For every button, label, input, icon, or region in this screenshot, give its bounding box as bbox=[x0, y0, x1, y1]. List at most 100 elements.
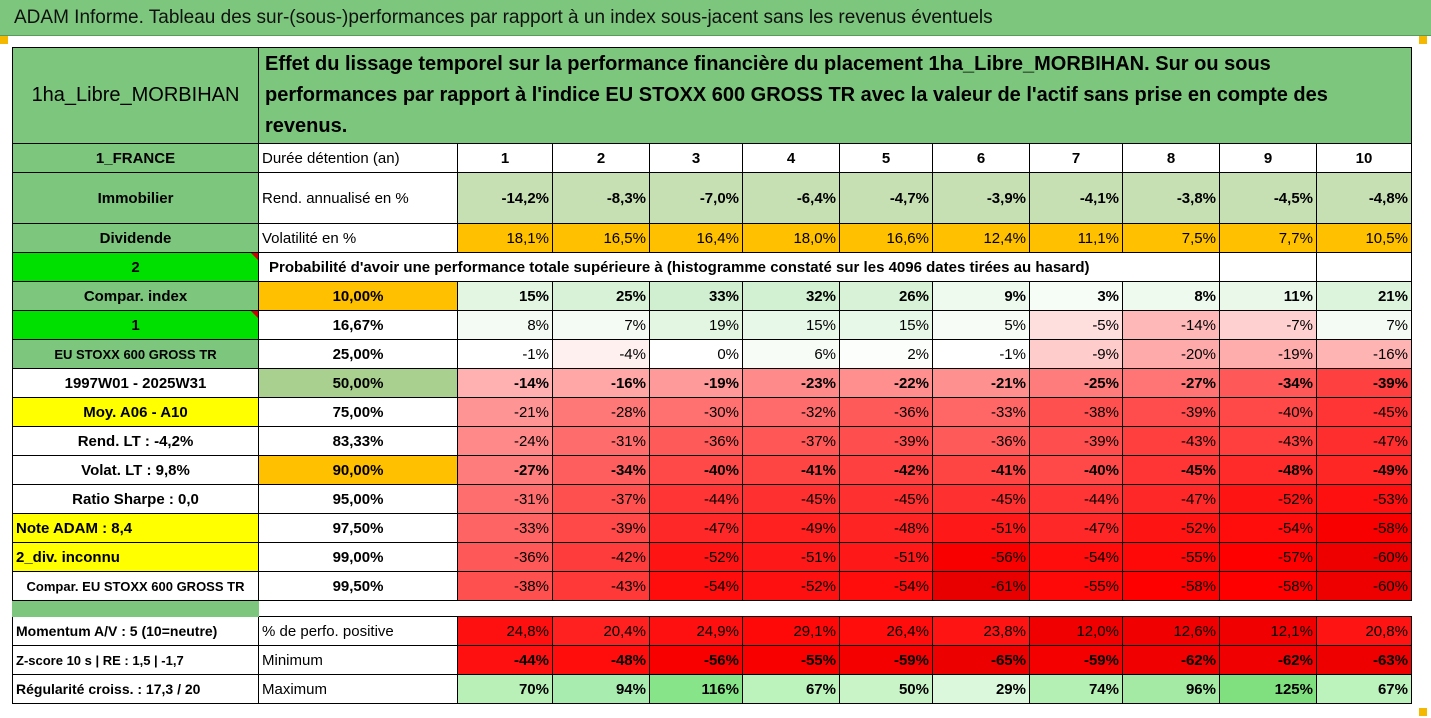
percentile-value: -42% bbox=[552, 542, 650, 572]
percentile-value: -52% bbox=[1219, 484, 1317, 514]
rend-value: -4,8% bbox=[1316, 172, 1412, 224]
year-header: 6 bbox=[932, 143, 1030, 173]
year-header: 1 bbox=[457, 143, 553, 173]
momentum-label: Momentum A/V : 5 (10=neutre) bbox=[12, 616, 259, 646]
percentile-value: -40% bbox=[1029, 455, 1123, 485]
percentile-value: -14% bbox=[1122, 310, 1220, 340]
percentile-value: -19% bbox=[1219, 339, 1317, 369]
percentile-value: 2% bbox=[839, 339, 933, 369]
rend-value: -4,1% bbox=[1029, 172, 1123, 224]
rend-value: -4,7% bbox=[839, 172, 933, 224]
volat-value: 16,5% bbox=[552, 223, 650, 253]
percentile-value: -43% bbox=[1219, 426, 1317, 456]
percentile-value: 15% bbox=[457, 281, 553, 311]
maximum-value: 70% bbox=[457, 674, 553, 704]
minimum-value: -56% bbox=[649, 645, 743, 675]
percentile-value: -36% bbox=[839, 397, 933, 427]
corner-marker-right bbox=[1419, 36, 1427, 44]
min-label: Minimum bbox=[258, 645, 458, 675]
percentile-value: -43% bbox=[1122, 426, 1220, 456]
corner-marker-left bbox=[0, 36, 8, 44]
percentile-label: 99,50% bbox=[258, 571, 458, 601]
maximum-value: 96% bbox=[1122, 674, 1220, 704]
percentile-value: -45% bbox=[932, 484, 1030, 514]
pct-row: Ratio Sharpe : 0,0 95,00% -31% -37% -44% -45%… bbox=[12, 484, 1412, 514]
percentile-value: -30% bbox=[649, 397, 743, 427]
year-header: 9 bbox=[1219, 143, 1317, 173]
year-header: 2 bbox=[552, 143, 650, 173]
percentile-label: 75,00% bbox=[258, 397, 458, 427]
percentile-value: -34% bbox=[552, 455, 650, 485]
percentile-value: -39% bbox=[839, 426, 933, 456]
percentile-value: -58% bbox=[1219, 571, 1317, 601]
percentile-value: -51% bbox=[932, 513, 1030, 543]
compar-index-label: Compar. index bbox=[12, 281, 259, 311]
volat-value: 18,1% bbox=[457, 223, 553, 253]
percentile-value: 8% bbox=[457, 310, 553, 340]
percentile-value: -7% bbox=[1219, 310, 1317, 340]
period-label: 1997W01 - 2025W31 bbox=[12, 368, 259, 398]
positive-perf-value: 20,4% bbox=[552, 616, 650, 646]
percentile-value: -57% bbox=[1219, 542, 1317, 572]
volat-label: Volatilité en % bbox=[258, 223, 458, 253]
percentile-value: -23% bbox=[742, 368, 840, 398]
rend-value: -7,0% bbox=[649, 172, 743, 224]
positive-perf-value: 23,8% bbox=[932, 616, 1030, 646]
volat-lt-label: Volat. LT : 9,8% bbox=[12, 455, 259, 485]
positive-perf-value: 12,0% bbox=[1029, 616, 1123, 646]
percentile-value: 21% bbox=[1316, 281, 1412, 311]
minimum-value: -62% bbox=[1122, 645, 1220, 675]
pct-row: 2_div. inconnu 99,00% -36% -42% -52% -51% -51%… bbox=[12, 542, 1412, 572]
percentile-value: -9% bbox=[1029, 339, 1123, 369]
percentile-label: 99,00% bbox=[258, 542, 458, 572]
percentile-value: -49% bbox=[1316, 455, 1412, 485]
spacer-empty bbox=[259, 601, 1412, 617]
pct-row: Rend. LT : -4,2% 83,33% -24% -31% -36% -37% -3… bbox=[12, 426, 1412, 456]
maximum-value: 74% bbox=[1029, 674, 1123, 704]
volat-value: 10,5% bbox=[1316, 223, 1412, 253]
n2-label: 2 bbox=[12, 252, 259, 282]
percentile-label: 90,00% bbox=[258, 455, 458, 485]
percentile-value: -61% bbox=[932, 571, 1030, 601]
percentile-value: -45% bbox=[742, 484, 840, 514]
pct-row: Compar. index 10,00% 15% 25% 33% 32% 26% 9% 3% 8%… bbox=[12, 281, 1412, 311]
percentile-value: -42% bbox=[839, 455, 933, 485]
percentile-value: -52% bbox=[1122, 513, 1220, 543]
year-header: 3 bbox=[649, 143, 743, 173]
maximum-value: 116% bbox=[649, 674, 743, 704]
percentile-value: 3% bbox=[1029, 281, 1123, 311]
percentile-value: -27% bbox=[457, 455, 553, 485]
percentile-value: -40% bbox=[649, 455, 743, 485]
volat-value: 7,7% bbox=[1219, 223, 1317, 253]
percentile-value: -44% bbox=[649, 484, 743, 514]
percentile-value: -47% bbox=[649, 513, 743, 543]
percentile-value: 25% bbox=[552, 281, 650, 311]
percentile-value: -39% bbox=[1029, 426, 1123, 456]
percentile-value: 6% bbox=[742, 339, 840, 369]
positive-perf-value: 24,9% bbox=[649, 616, 743, 646]
percentile-value: -54% bbox=[649, 571, 743, 601]
positive-perf-value: 29,1% bbox=[742, 616, 840, 646]
maximum-value: 125% bbox=[1219, 674, 1317, 704]
percentile-label: 10,00% bbox=[258, 281, 458, 311]
performance-table: 1ha_Libre_MORBIHAN Effet du lissage temp… bbox=[12, 47, 1412, 704]
rend-value: -8,3% bbox=[552, 172, 650, 224]
percentile-value: -47% bbox=[1316, 426, 1412, 456]
percentile-value: -33% bbox=[457, 513, 553, 543]
rend-value: -6,4% bbox=[742, 172, 840, 224]
percentile-value: 32% bbox=[742, 281, 840, 311]
percentile-value: -58% bbox=[1316, 513, 1412, 543]
percentile-value: -45% bbox=[839, 484, 933, 514]
percentile-value: -48% bbox=[1219, 455, 1317, 485]
percentile-value: -5% bbox=[1029, 310, 1123, 340]
min-row: Z-score 10 s | RE : 1,5 | -1,7 Minimum -… bbox=[12, 645, 1412, 675]
percentile-value: -44% bbox=[1029, 484, 1123, 514]
pct-row: 1997W01 - 2025W31 50,00% -14% -16% -19% -23% -… bbox=[12, 368, 1412, 398]
percentile-value: -28% bbox=[552, 397, 650, 427]
percentile-value: -1% bbox=[932, 339, 1030, 369]
percentile-value: -20% bbox=[1122, 339, 1220, 369]
positive-perf-value: 12,1% bbox=[1219, 616, 1317, 646]
max-row: Régularité croiss. : 17,3 / 20 Maximum 7… bbox=[12, 674, 1412, 704]
percentile-value: 9% bbox=[932, 281, 1030, 311]
percentile-value: 8% bbox=[1122, 281, 1220, 311]
